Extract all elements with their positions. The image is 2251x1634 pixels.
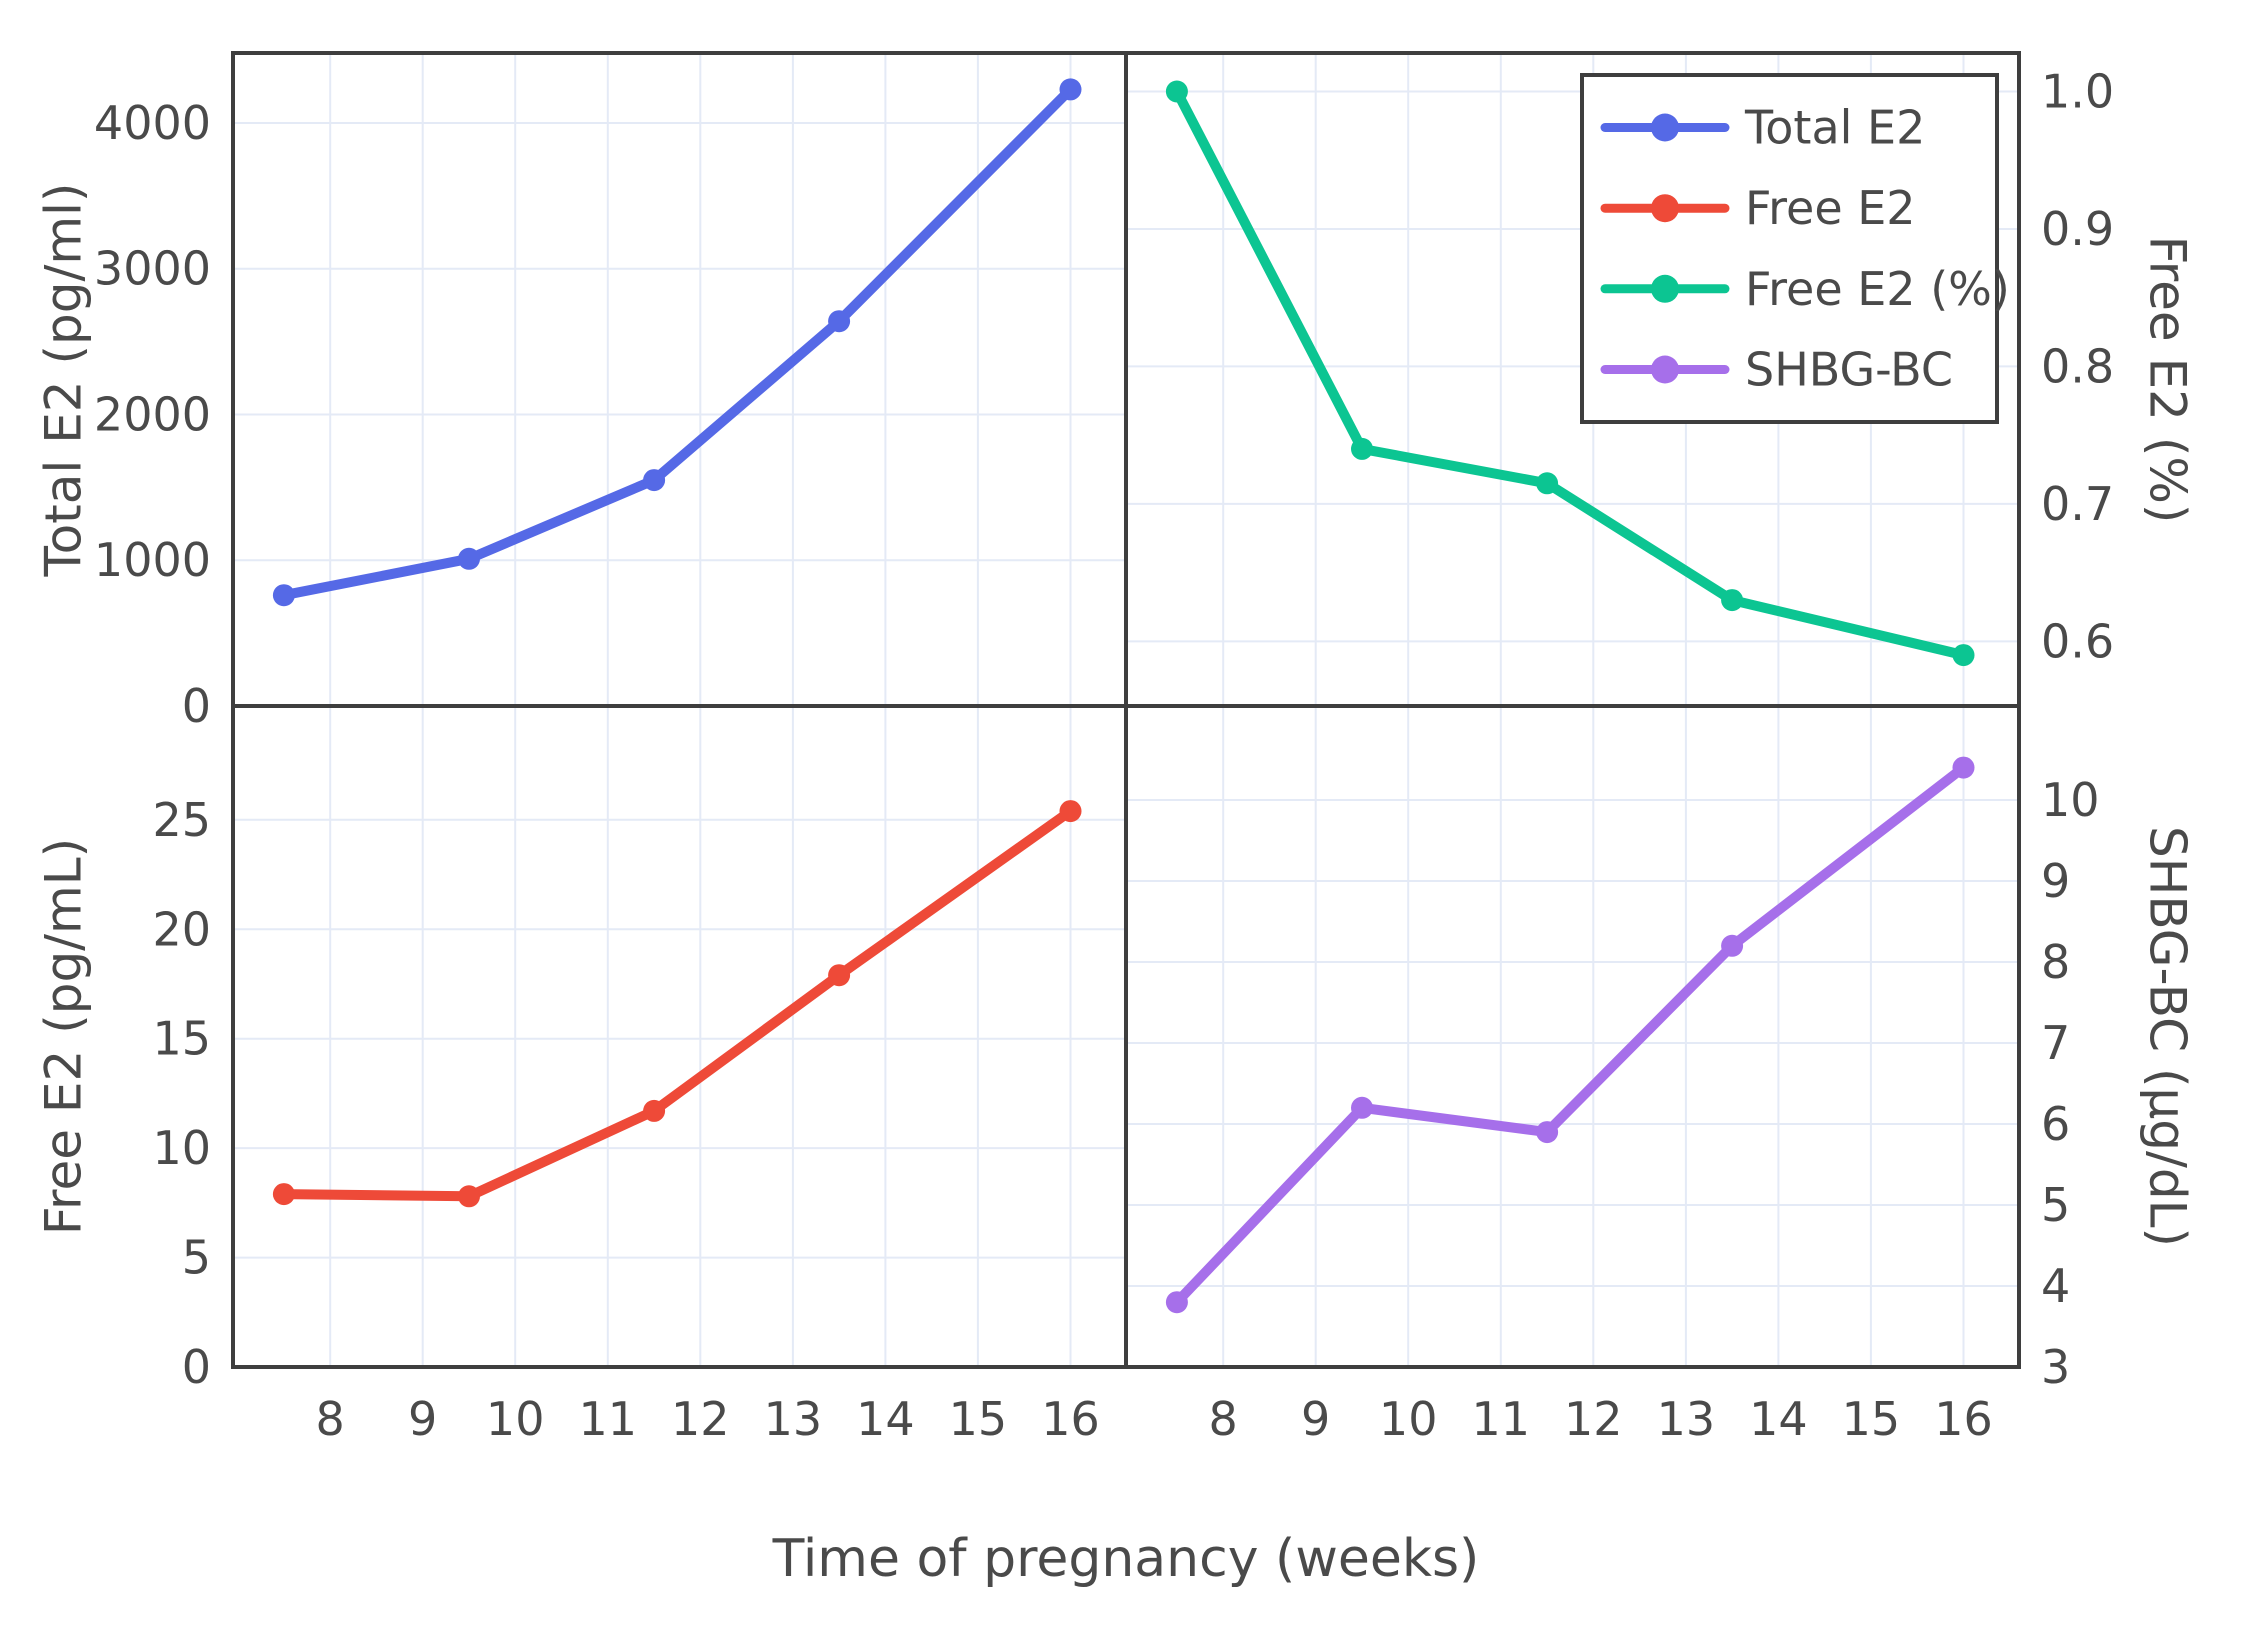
y-tick-label: 3000 <box>94 242 211 296</box>
series-total-e2-point[interactable] <box>458 547 480 570</box>
legend-entry-total-e2[interactable]: Total E2 <box>1600 101 1925 155</box>
panel-shbg-bc-border <box>1124 704 2021 1369</box>
series-total-e2-point[interactable] <box>272 584 295 607</box>
y-tick-label: 3 <box>2041 1340 2070 1394</box>
y-tick-label: 0.7 <box>2041 477 2114 531</box>
y-tick-label: 1000 <box>94 533 211 587</box>
y-tick-label: 10 <box>152 1121 211 1175</box>
legend-entry-free-e2-[interactable]: Free E2 (%) <box>1600 262 2010 316</box>
legend-marker <box>1651 113 1679 142</box>
x-tick-label: 10 <box>486 1392 545 1446</box>
series-free-e2-pct-point[interactable] <box>1165 80 1188 103</box>
x-tick-label: 12 <box>1564 1392 1623 1446</box>
x-tick-label: 16 <box>1934 1392 1993 1446</box>
y-tick-label: 5 <box>182 1231 211 1285</box>
x-tick-label: 13 <box>764 1392 823 1446</box>
x-tick-label: 11 <box>579 1392 638 1446</box>
legend-label: Free E2 <box>1745 181 1916 235</box>
axis-title-free-e2: Free E2 (pg/mL) <box>35 838 93 1235</box>
x-tick-label: 13 <box>1657 1392 1716 1446</box>
series-total-e2-point[interactable] <box>643 469 666 492</box>
legend-box <box>1580 73 1999 424</box>
series-free-e2-pct-point[interactable] <box>1351 437 1373 460</box>
y-tick-label: 0 <box>182 679 211 733</box>
y-tick-label: 0.9 <box>2041 202 2114 256</box>
x-tick-label: 10 <box>1379 1392 1438 1446</box>
axis-title-total-e2: Total E2 (pg/ml) <box>35 183 93 578</box>
legend-label: Free E2 (%) <box>1745 262 2010 316</box>
series-free-e2-pct-point[interactable] <box>1536 472 1559 495</box>
legend-label: Total E2 <box>1744 101 1925 155</box>
x-tick-label: 11 <box>1472 1392 1531 1446</box>
axis-title-free-e2-pct: Free E2 (%) <box>2139 236 2197 524</box>
y-tick-label: 10 <box>2041 773 2100 827</box>
series-free-e2-pct-point[interactable] <box>1952 644 1975 667</box>
y-tick-label: 2000 <box>94 388 211 442</box>
y-tick-label: 0 <box>182 1340 211 1394</box>
x-axis-title: Time of pregnancy (weeks) <box>772 1529 1480 1589</box>
y-tick-label: 9 <box>2041 854 2070 908</box>
series-shbg-bc-point[interactable] <box>1721 934 1744 957</box>
legend-label: SHBG-BC <box>1745 343 1953 397</box>
y-tick-label: 4 <box>2041 1259 2070 1313</box>
series-free-e2-point[interactable] <box>643 1099 666 1122</box>
y-tick-label: 5 <box>2041 1178 2070 1232</box>
x-tick-label: 15 <box>1842 1392 1901 1446</box>
x-tick-label: 15 <box>949 1392 1008 1446</box>
panel-shbg-bc: 3 4 5 6 7 8 9 10 SHBG-BC (µg/dL) 8 9 10 11 12 13 14 15 16 <box>1124 704 2197 1446</box>
x-tick-label: 8 <box>316 1392 345 1446</box>
legend-marker <box>1651 194 1679 223</box>
panel-free-e2: 0 5 10 15 20 25 Free E2 (pg/mL) 8 9 10 11 12 13 14 15 1… <box>35 704 1128 1446</box>
legend-marker <box>1651 274 1679 303</box>
x-tick-label: 14 <box>856 1392 915 1446</box>
x-tick-label: 9 <box>408 1392 437 1446</box>
series-free-e2-point[interactable] <box>828 964 851 987</box>
series-shbg-bc-point[interactable] <box>1536 1121 1559 1144</box>
legend-marker <box>1651 355 1679 384</box>
series-total-e2-point[interactable] <box>1059 78 1082 101</box>
series-shbg-bc-point[interactable] <box>1952 756 1975 779</box>
series-free-e2-pct-point[interactable] <box>1721 589 1744 612</box>
series-free-e2-point[interactable] <box>1059 800 1082 823</box>
y-tick-label: 4000 <box>94 96 211 150</box>
y-tick-label: 8 <box>2041 935 2070 989</box>
y-tick-label: 6 <box>2041 1097 2070 1151</box>
y-tick-label: 1.0 <box>2041 65 2114 119</box>
series-free-e2-point[interactable] <box>458 1185 480 1208</box>
x-tick-label: 9 <box>1301 1392 1330 1446</box>
legend: Total E2 Free E2 Free E2 (%) SHBG-BC <box>1580 73 2010 424</box>
series-shbg-bc-point[interactable] <box>1351 1096 1373 1119</box>
series-total-e2-point[interactable] <box>828 310 851 333</box>
y-tick-label: 15 <box>152 1012 211 1066</box>
axis-title-shbg-bc: SHBG-BC (µg/dL) <box>2139 826 2197 1247</box>
legend-entry-shbg-bc[interactable]: SHBG-BC <box>1600 343 1953 397</box>
series-shbg-bc-point[interactable] <box>1165 1291 1188 1314</box>
x-tick-label: 14 <box>1749 1392 1808 1446</box>
legend-entry-free-e2[interactable]: Free E2 <box>1600 181 1916 235</box>
y-tick-label: 0.6 <box>2041 614 2114 668</box>
y-tick-label: 7 <box>2041 1016 2070 1070</box>
x-tick-label: 16 <box>1041 1392 1100 1446</box>
y-tick-label: 20 <box>152 902 211 956</box>
y-tick-label: 0.8 <box>2041 339 2114 393</box>
y-tick-label: 25 <box>152 793 211 847</box>
series-free-e2-point[interactable] <box>272 1183 295 1206</box>
x-tick-label: 12 <box>671 1392 730 1446</box>
x-tick-label: 8 <box>1209 1392 1238 1446</box>
